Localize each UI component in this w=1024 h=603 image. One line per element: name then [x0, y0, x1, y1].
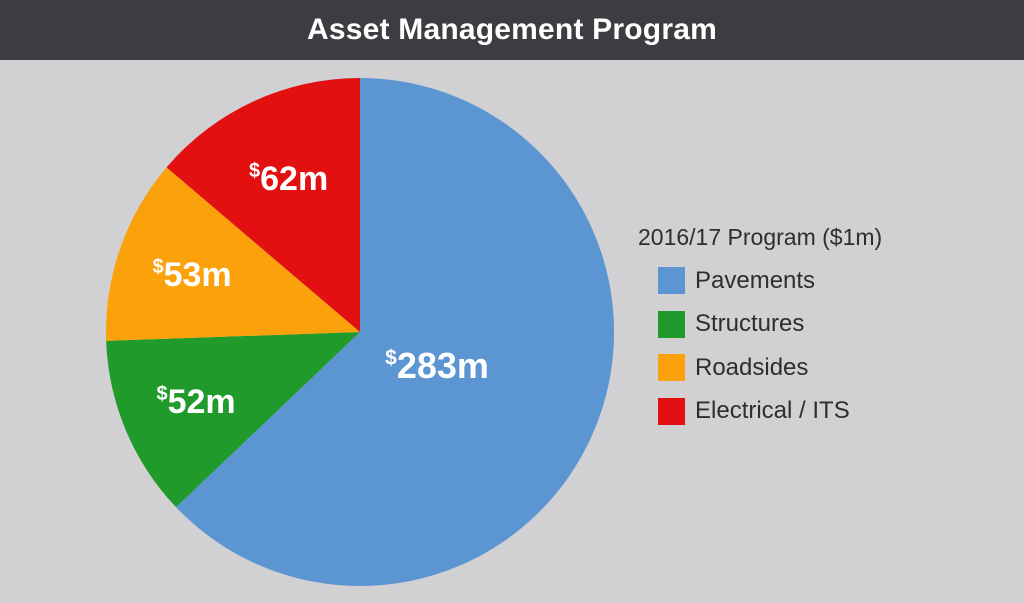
legend-item-roadsides: Roadsides	[658, 346, 882, 390]
legend-title: 2016/17 Program ($1m)	[638, 224, 883, 250]
pie-slice-roadsides	[106, 167, 360, 341]
legend-swatch	[658, 397, 685, 425]
legend-swatch	[658, 267, 685, 295]
legend-label: Structures	[695, 310, 805, 338]
title-bar: Asset Management Program	[0, 0, 1024, 60]
legend-label: Roadsides	[695, 353, 809, 381]
pie-slice-pavements	[176, 78, 614, 586]
legend-label: Electrical / ITS	[695, 397, 850, 425]
slice-label-electrical-its: $62m	[249, 160, 328, 198]
slice-label-structures: $52m	[156, 383, 235, 421]
legend-item-structures: Structures	[658, 303, 882, 347]
legend-swatch	[658, 310, 685, 338]
legend-swatch	[658, 354, 685, 382]
pie-chart: $283m $52m $53m $62m	[106, 78, 614, 586]
slice-label-pavements: $283m	[385, 345, 489, 386]
pie-slice-structures	[106, 332, 361, 508]
chart-title: Asset Management Program	[307, 13, 717, 46]
legend-item-pavements: Pavements	[658, 259, 882, 303]
slice-label-roadsides: $53m	[152, 256, 231, 294]
legend-label: Pavements	[695, 266, 816, 294]
pie-slice-electrical-its	[166, 78, 360, 332]
legend-item-electrical-its: Electrical / ITS	[658, 390, 882, 434]
legend: 2016/17 Program ($1m) Pavements Structur…	[638, 224, 882, 433]
